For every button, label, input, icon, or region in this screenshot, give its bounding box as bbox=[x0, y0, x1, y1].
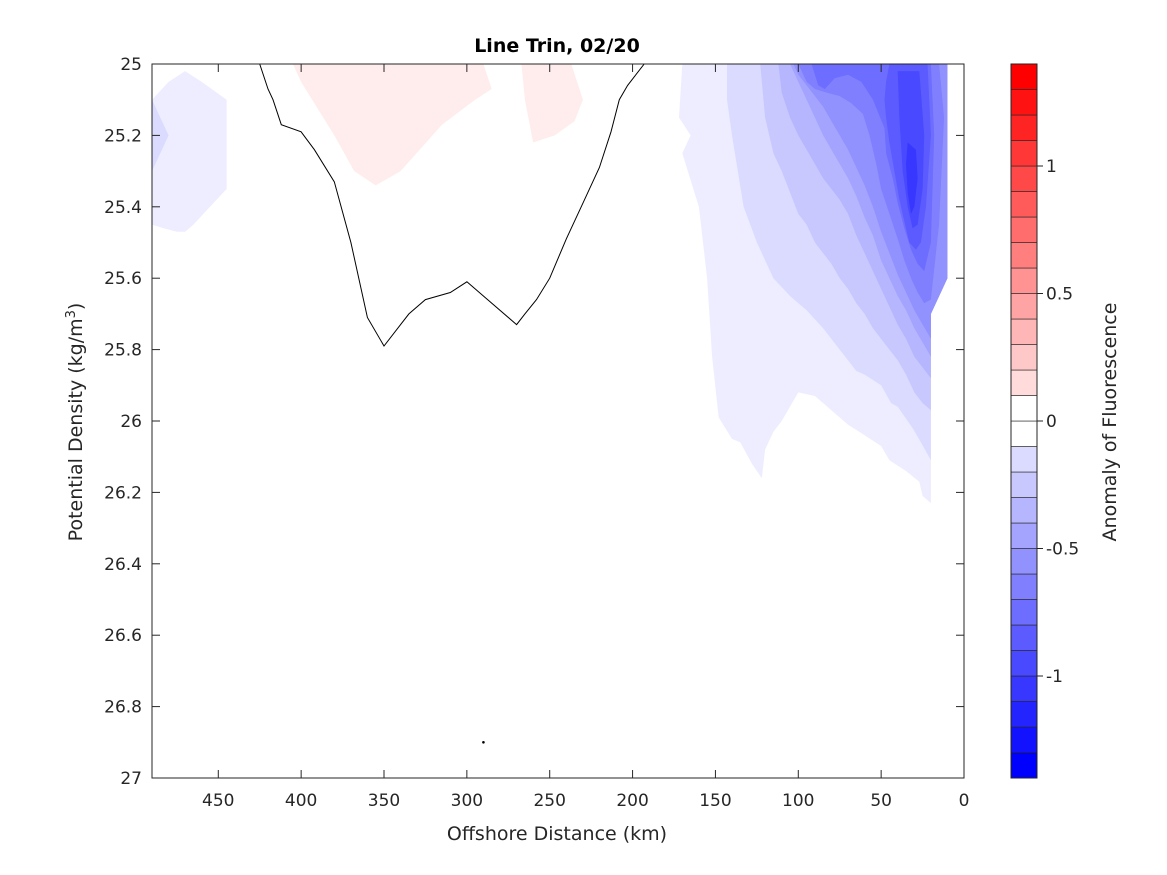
colorbar-segment bbox=[1010, 140, 1038, 167]
contour-region-0 bbox=[152, 71, 227, 232]
y-tick-label: 26 bbox=[120, 412, 142, 432]
contour-region-1 bbox=[152, 99, 169, 172]
colorbar-segment bbox=[1010, 344, 1038, 371]
colorbar-tick-label: -1 bbox=[1046, 667, 1063, 687]
colorbar-segment bbox=[1010, 216, 1038, 243]
colorbar-segment bbox=[1010, 395, 1038, 422]
colorbar-segment bbox=[1010, 701, 1038, 728]
colorbar-segment bbox=[1010, 242, 1038, 269]
plot-area bbox=[152, 64, 948, 744]
colorbar-label: Anomaly of Fluorescence bbox=[1099, 303, 1121, 542]
colorbar-segment bbox=[1010, 89, 1038, 116]
x-tick-label: 100 bbox=[782, 791, 814, 811]
colorbar-ticks: -1 -0.5 0 0.5 1 bbox=[1037, 157, 1079, 687]
x-tick-label: 350 bbox=[368, 791, 400, 811]
zero-contour-dot bbox=[482, 741, 485, 744]
colorbar-tick-label: -0.5 bbox=[1046, 540, 1079, 560]
contour-region-3 bbox=[521, 64, 583, 143]
y-axis-label-close: ) bbox=[65, 303, 87, 310]
zero-contour-line bbox=[259, 64, 645, 347]
y-axis-ticks: 25 25.2 25.4 25.6 25.8 26 26.2 26.4 26.6 26.8 27 bbox=[104, 55, 964, 789]
y-tick-label: 26.2 bbox=[104, 483, 142, 503]
colorbar-segment bbox=[1010, 573, 1038, 600]
colorbar-segment bbox=[1010, 165, 1038, 192]
colorbar-segment bbox=[1010, 624, 1038, 651]
x-tick-label: 300 bbox=[451, 791, 483, 811]
colorbar-segment bbox=[1010, 522, 1038, 549]
y-tick-label: 27 bbox=[120, 769, 142, 789]
x-axis-ticks: 450 400 350 300 250 200 150 100 50 0 bbox=[202, 64, 969, 811]
colorbar-segment bbox=[1010, 675, 1038, 702]
colorbar-segment bbox=[1010, 318, 1038, 345]
colorbar-segment bbox=[1010, 446, 1038, 473]
x-tick-label: 50 bbox=[870, 791, 892, 811]
colorbar-segment bbox=[1010, 548, 1038, 575]
colorbar-segment bbox=[1010, 191, 1038, 218]
x-tick-label: 150 bbox=[699, 791, 731, 811]
colorbar-segment bbox=[1010, 650, 1038, 677]
colorbar-segment bbox=[1010, 497, 1038, 524]
colorbar-segment bbox=[1010, 114, 1038, 141]
colorbar-segment bbox=[1010, 267, 1038, 294]
y-tick-label: 26.6 bbox=[104, 626, 142, 646]
y-tick-label: 25.4 bbox=[104, 198, 142, 218]
colorbar bbox=[1010, 63, 1038, 779]
x-axis-label: Offshore Distance (km) bbox=[447, 823, 667, 845]
colorbar-segment bbox=[1010, 63, 1038, 90]
y-tick-label: 26.8 bbox=[104, 698, 142, 718]
y-tick-label: 25 bbox=[120, 55, 142, 75]
chart-title: Line Trin, 02/20 bbox=[474, 35, 640, 57]
colorbar-segment bbox=[1010, 471, 1038, 498]
x-tick-label: 200 bbox=[616, 791, 648, 811]
x-tick-label: 250 bbox=[533, 791, 565, 811]
x-tick-label: 400 bbox=[285, 791, 317, 811]
x-tick-label: 450 bbox=[202, 791, 234, 811]
x-tick-label: 0 bbox=[959, 791, 970, 811]
y-axis-label-main: Potential Density (kg/m bbox=[65, 318, 87, 541]
colorbar-tick-label: 0 bbox=[1046, 412, 1057, 432]
contour-region-2 bbox=[292, 64, 492, 186]
colorbar-tick-label: 1 bbox=[1046, 157, 1057, 177]
contour-region-14 bbox=[906, 142, 918, 214]
colorbar-segment bbox=[1010, 599, 1038, 626]
y-tick-label: 25.8 bbox=[104, 341, 142, 361]
y-axis-label: Potential Density (kg/m3) bbox=[64, 303, 88, 542]
colorbar-segment bbox=[1010, 369, 1038, 396]
colorbar-segment bbox=[1010, 752, 1038, 779]
colorbar-segment bbox=[1010, 420, 1038, 447]
colorbar-tick-label: 0.5 bbox=[1046, 285, 1073, 305]
colorbar-segment bbox=[1010, 293, 1038, 320]
y-tick-label: 25.6 bbox=[104, 269, 142, 289]
y-tick-label: 26.4 bbox=[104, 555, 142, 575]
y-tick-label: 25.2 bbox=[104, 126, 142, 146]
y-axis-label-superscript: 3 bbox=[64, 310, 79, 318]
colorbar-segment bbox=[1010, 726, 1038, 753]
